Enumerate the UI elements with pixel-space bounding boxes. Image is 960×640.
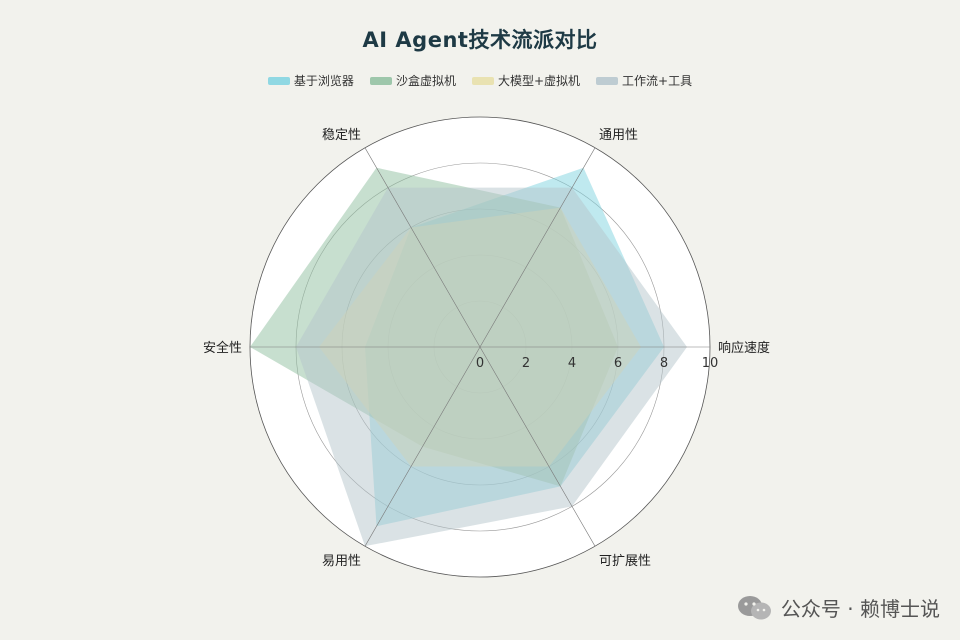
- axis-label: 易用性: [322, 554, 361, 569]
- watermark: 公众号 · 赖博士说: [737, 593, 940, 622]
- legend-item[interactable]: 大模型+虚拟机: [471, 72, 581, 89]
- legend-swatch: [596, 76, 619, 85]
- legend-item[interactable]: 沙盒虚拟机: [369, 72, 456, 89]
- legend-label: 沙盒虚拟机: [395, 74, 456, 88]
- radial-tick-label: 10: [702, 356, 719, 371]
- legend-item[interactable]: 工作流+工具: [596, 72, 692, 89]
- legend-label: 基于浏览器: [293, 74, 354, 88]
- chart-title: AI Agent技术流派对比: [362, 28, 598, 52]
- radar-spoke: [364, 346, 481, 547]
- legend-item[interactable]: 基于浏览器: [267, 72, 354, 89]
- legend-swatch: [471, 76, 494, 85]
- legend-swatch: [267, 76, 290, 85]
- radial-tick-label: 4: [568, 356, 576, 371]
- legend-label: 工作流+工具: [622, 74, 693, 88]
- radial-tick-label: 2: [522, 356, 530, 371]
- radar-spoke: [479, 147, 596, 348]
- axis-label: 安全性: [203, 340, 242, 356]
- axis-label: 响应速度: [718, 340, 770, 356]
- legend-swatch: [369, 76, 392, 85]
- radar-spoke: [479, 346, 596, 547]
- legend-label: 大模型+虚拟机: [497, 74, 581, 88]
- axis-label: 稳定性: [322, 127, 361, 143]
- radar-spoke: [364, 147, 481, 348]
- radial-tick-label: 6: [614, 356, 622, 371]
- radial-tick-label: 8: [660, 356, 668, 371]
- wechat-icon: [737, 595, 771, 619]
- watermark-text: 公众号 · 赖博士说: [780, 597, 940, 621]
- legend: 基于浏览器 沙盒虚拟机 大模型+虚拟机 工作流+工具: [0, 72, 960, 89]
- axis-label: 可扩展性: [599, 554, 651, 569]
- radial-tick-label: 0: [476, 356, 484, 371]
- axis-label: 通用性: [599, 128, 638, 143]
